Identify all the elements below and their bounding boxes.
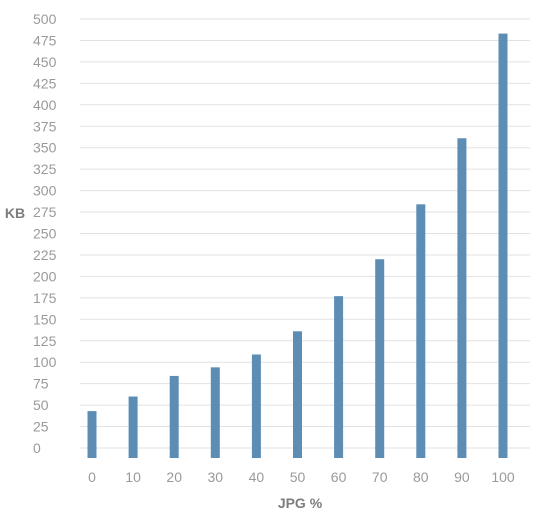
bar-50 bbox=[293, 331, 302, 458]
y-tick-label: 500 bbox=[33, 11, 57, 27]
y-tick-label: 125 bbox=[33, 333, 57, 349]
y-tick-label: 325 bbox=[33, 161, 57, 177]
bar-100 bbox=[498, 33, 508, 458]
y-tick-label: 150 bbox=[33, 311, 57, 327]
gridlines bbox=[80, 18, 530, 449]
bars bbox=[87, 33, 508, 458]
x-axis-ticks: 0 10 20 30 40 50 60 70 80 90 100 bbox=[88, 469, 515, 485]
y-tick-label: 300 bbox=[33, 183, 57, 199]
x-tick-label: 10 bbox=[125, 469, 141, 485]
bar-10 bbox=[128, 396, 138, 458]
bar-40 bbox=[251, 354, 261, 458]
x-tick-label: 80 bbox=[413, 469, 429, 485]
bar-0 bbox=[87, 411, 97, 458]
x-tick-label: 0 bbox=[88, 469, 96, 485]
x-tick-label: 50 bbox=[290, 469, 306, 485]
y-tick-label: 275 bbox=[33, 204, 57, 220]
y-tick-label: 450 bbox=[33, 54, 57, 70]
bar-80 bbox=[416, 204, 426, 458]
y-axis-label: KB bbox=[5, 205, 25, 221]
bar-60 bbox=[334, 296, 344, 458]
x-tick-label: 20 bbox=[166, 469, 182, 485]
y-tick-label: 0 bbox=[33, 440, 41, 456]
y-tick-label: 75 bbox=[33, 376, 49, 392]
bar-30 bbox=[210, 367, 220, 458]
y-tick-label: 350 bbox=[33, 140, 57, 156]
x-tick-label: 100 bbox=[491, 469, 515, 485]
y-tick-label: 100 bbox=[33, 354, 57, 370]
y-tick-label: 225 bbox=[33, 247, 57, 263]
x-tick-label: 30 bbox=[208, 469, 224, 485]
y-tick-label: 375 bbox=[33, 118, 57, 134]
x-axis-label: JPG % bbox=[278, 495, 323, 511]
x-tick-label: 90 bbox=[454, 469, 470, 485]
y-tick-label: 200 bbox=[33, 268, 57, 284]
y-tick-label: 400 bbox=[33, 97, 57, 113]
x-tick-label: 70 bbox=[372, 469, 388, 485]
y-axis-ticks: 0 25 50 75 100 125 150 175 200 225 250 275 300 325 350… bbox=[33, 11, 57, 456]
y-tick-label: 250 bbox=[33, 226, 57, 242]
y-tick-label: 475 bbox=[33, 32, 57, 48]
y-tick-label: 175 bbox=[33, 290, 57, 306]
x-tick-label: 40 bbox=[249, 469, 265, 485]
bar-70 bbox=[375, 259, 385, 458]
y-tick-label: 25 bbox=[33, 419, 49, 435]
x-tick-label: 60 bbox=[331, 469, 347, 485]
y-tick-label: 50 bbox=[33, 397, 49, 413]
bar-20 bbox=[169, 375, 179, 458]
bar-90 bbox=[457, 138, 467, 458]
y-tick-label: 425 bbox=[33, 75, 57, 91]
